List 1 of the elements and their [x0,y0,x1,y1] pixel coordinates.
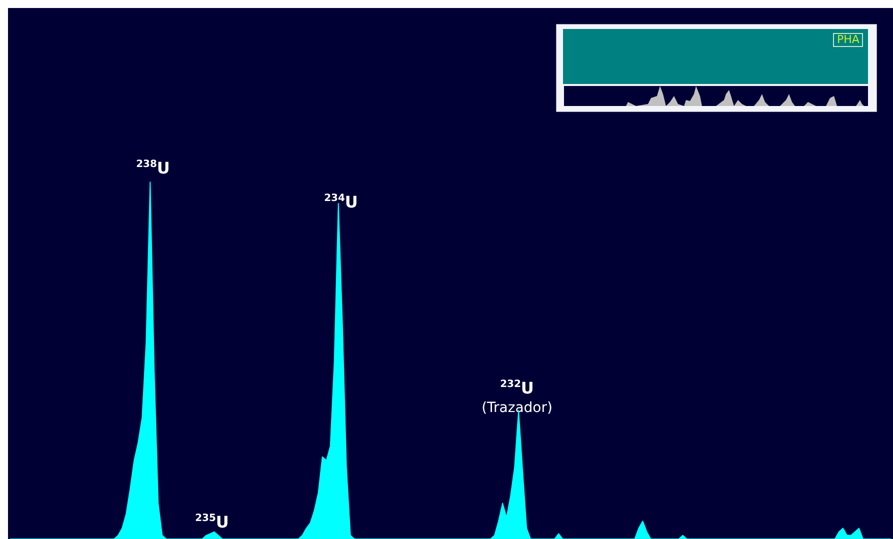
overview-label-box: PHA [833,33,864,47]
